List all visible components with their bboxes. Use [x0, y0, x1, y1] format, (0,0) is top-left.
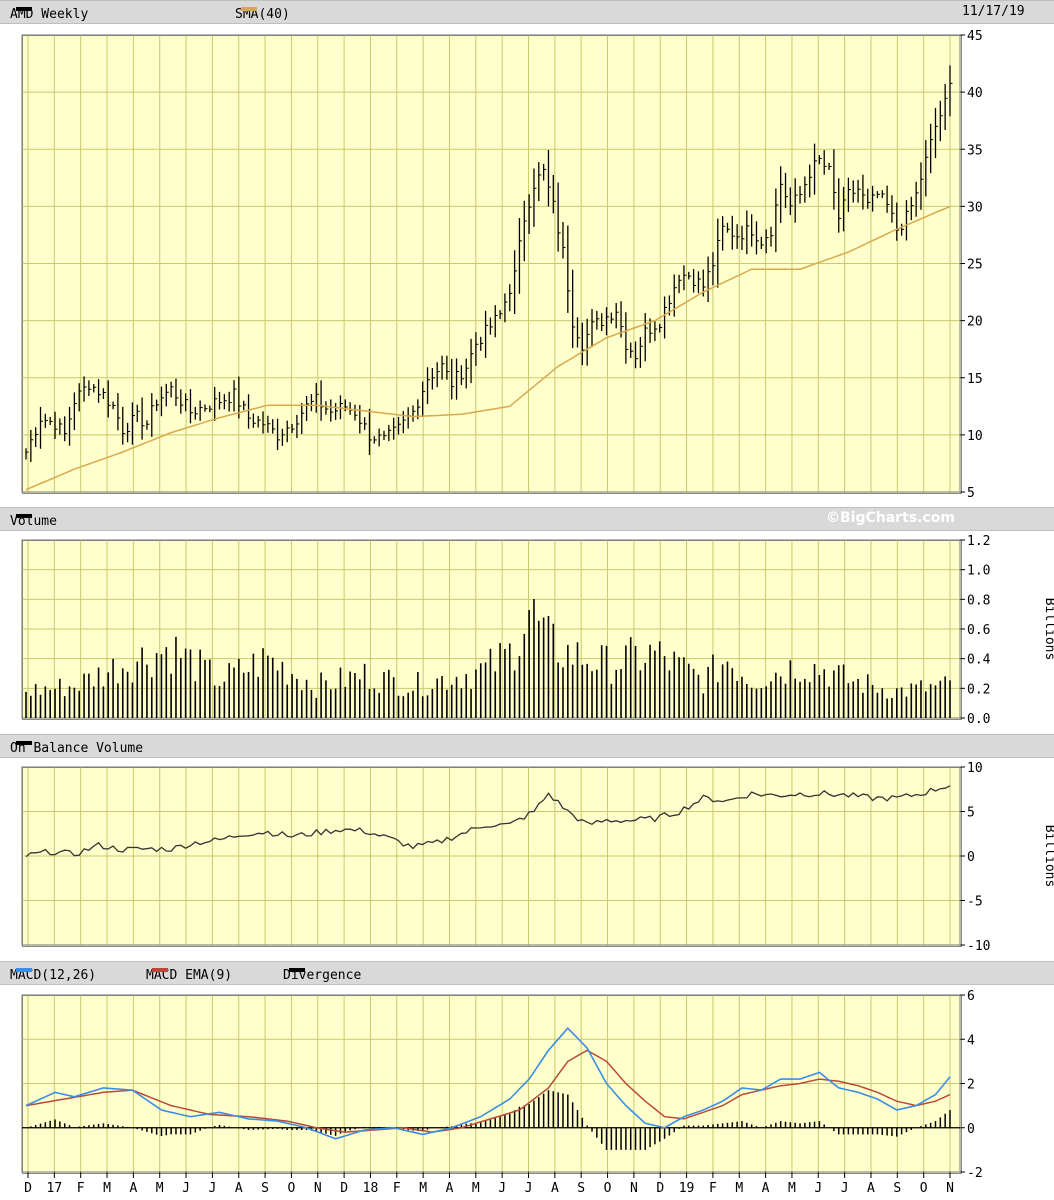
y-tick-label: 1.0 [967, 564, 990, 579]
panel-border [21, 766, 961, 946]
x-tick-label: O [288, 1181, 296, 1196]
y-tick-label: -2 [967, 1166, 983, 1181]
x-tick-label: M [156, 1181, 164, 1196]
panel-border [21, 34, 961, 493]
x-tick-label: A [551, 1181, 559, 1196]
macd-panel [22, 995, 962, 1174]
x-tick-label: A [235, 1181, 243, 1196]
y-tick-label: 4 [967, 1033, 975, 1048]
y-tick-label: 0 [967, 850, 975, 865]
price-legend-swatch [16, 7, 32, 11]
y-tick-label: 10 [967, 429, 983, 444]
divergence-legend-swatch [289, 968, 305, 972]
y-tick-label: 40 [967, 86, 983, 101]
obv-legend-swatch [16, 741, 32, 745]
y-tick-label: 25 [967, 258, 983, 273]
y-tick-label: 20 [967, 315, 983, 330]
y-tick-label: -10 [967, 939, 990, 954]
y-tick-label: 6 [967, 989, 975, 1004]
x-tick-label: S [261, 1181, 269, 1196]
x-tick-label: J [498, 1181, 506, 1196]
y-tick-label: 0.2 [967, 682, 990, 697]
x-tick-label: J [814, 1181, 822, 1196]
x-tick-label: N [946, 1181, 954, 1196]
macd-ema-legend-swatch [152, 968, 168, 972]
x-tick-label: D [656, 1181, 664, 1196]
panel-border [21, 994, 961, 1173]
y-tick-label: 5 [967, 486, 975, 501]
x-tick-label: J [841, 1181, 849, 1196]
x-tick-label: J [182, 1181, 190, 1196]
macd-ema-line [25, 1049, 951, 1133]
macd-legend-swatch [16, 968, 32, 972]
sma-legend-swatch [241, 7, 257, 11]
macd-line [25, 1027, 951, 1140]
y-tick-label: 2 [967, 1078, 975, 1093]
y-tick-label: 15 [967, 372, 983, 387]
volume-legend-swatch [16, 514, 32, 518]
y-tick-label: 0.0 [967, 712, 990, 727]
x-tick-label: M [735, 1181, 743, 1196]
obv-panel [22, 767, 962, 947]
y-axis-unit-label: Billions [1042, 825, 1054, 888]
y-tick-label: -5 [967, 895, 983, 910]
x-tick-label: A [129, 1181, 137, 1196]
x-tick-label: A [867, 1181, 875, 1196]
x-tick-label: M [472, 1181, 480, 1196]
y-tick-label: 45 [967, 29, 983, 44]
x-tick-label: F [393, 1181, 401, 1196]
x-tick-label: M [419, 1181, 427, 1196]
x-tick-label: F [77, 1181, 85, 1196]
x-tick-label: D [340, 1181, 348, 1196]
chart-date: 11/17/19 [962, 4, 1025, 19]
x-tick-label: D [24, 1181, 32, 1196]
y-tick-label: 0.6 [967, 623, 990, 638]
x-tick-label: F [709, 1181, 717, 1196]
y-tick-label: 30 [967, 200, 983, 215]
volume-panel-header: Volume ©BigCharts.com [0, 507, 1054, 531]
x-tick-label: A [446, 1181, 454, 1196]
obv-line [25, 785, 951, 858]
price-panel-header: AMD Weekly SMA(40) 11/17/19 [0, 0, 1054, 24]
brand-watermark: ©BigCharts.com [826, 510, 955, 526]
sma-line [25, 205, 951, 491]
x-tick-label: 18 [363, 1181, 379, 1196]
x-tick-label: M [788, 1181, 796, 1196]
y-tick-label: 0 [967, 1122, 975, 1137]
x-tick-label: A [762, 1181, 770, 1196]
y-tick-label: 0.4 [967, 653, 991, 668]
x-tick-label: 19 [679, 1181, 695, 1196]
x-tick-label: M [103, 1181, 111, 1196]
obv-panel-header: On Balance Volume [0, 734, 1054, 758]
y-tick-label: 35 [967, 143, 983, 158]
x-tick-label: O [604, 1181, 612, 1196]
macd-panel-header: MACD(12,26) MACD EMA(9) Divergence [0, 961, 1054, 985]
x-tick-label: N [314, 1181, 322, 1196]
x-tick-label: 17 [47, 1181, 63, 1196]
y-tick-label: 10 [967, 761, 983, 776]
x-tick-label: S [577, 1181, 585, 1196]
y-tick-label: 0.8 [967, 593, 990, 608]
x-tick-label: S [893, 1181, 901, 1196]
x-tick-label: N [630, 1181, 638, 1196]
y-tick-label: 5 [967, 806, 975, 821]
y-axis-unit-label: Billions [1042, 598, 1054, 661]
x-tick-label: O [920, 1181, 928, 1196]
x-tick-label: J [525, 1181, 533, 1196]
x-tick-label: J [208, 1181, 216, 1196]
y-tick-label: 1.2 [967, 534, 990, 549]
